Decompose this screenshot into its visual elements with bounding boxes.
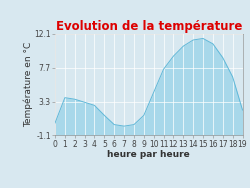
Title: Evolution de la température: Evolution de la température [56, 20, 242, 33]
Y-axis label: Température en °C: Température en °C [23, 42, 33, 127]
X-axis label: heure par heure: heure par heure [108, 150, 190, 159]
